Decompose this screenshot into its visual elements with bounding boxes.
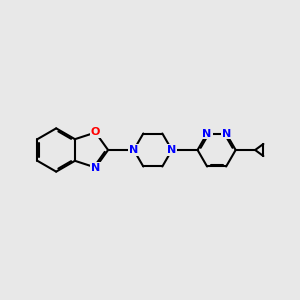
Text: N: N — [91, 163, 100, 172]
Text: O: O — [91, 128, 100, 137]
Text: N: N — [167, 145, 176, 155]
Text: N: N — [129, 145, 138, 155]
Text: N: N — [221, 128, 231, 139]
Text: N: N — [202, 128, 212, 139]
